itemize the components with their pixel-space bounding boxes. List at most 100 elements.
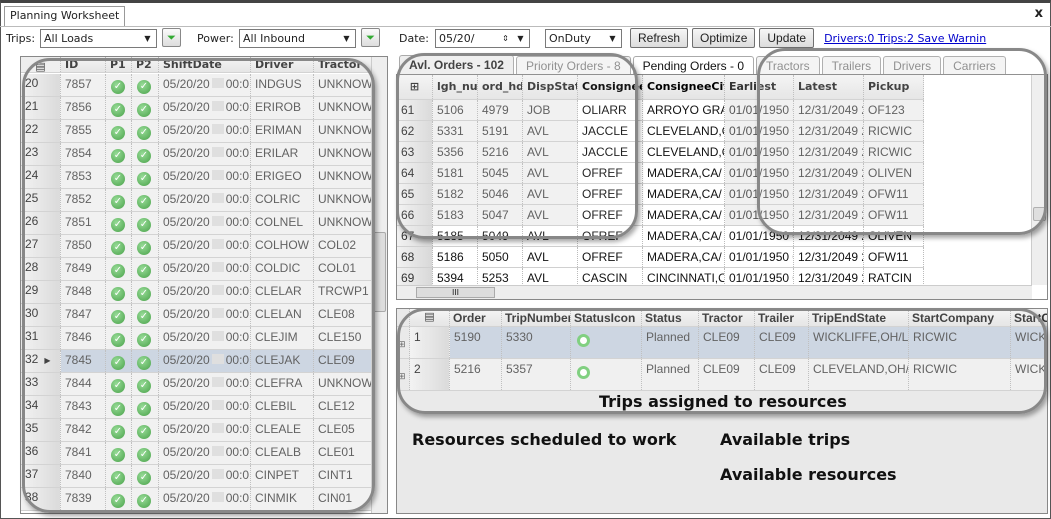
scrollbar-thumb[interactable] (1033, 207, 1046, 221)
chevron-down-icon[interactable]: ▼ (517, 34, 524, 43)
column-header-p2[interactable]: P2 (132, 57, 159, 72)
column-header-lgh_num[interactable]: lgh_num (433, 75, 478, 99)
redacted (211, 78, 224, 88)
tab-pending[interactable]: Pending Orders - 0 (632, 56, 755, 75)
assigned-cell-tripnumber: 5330 (502, 327, 571, 358)
table-row[interactable]: 24 7853 ✓ ✓ 05/20/20 00:0ERIGEOUNKNOWN (21, 166, 374, 189)
table-row[interactable]: 37 7840 ✓ ✓ 05/20/20 00:0 CINPET CINT1 (21, 465, 374, 488)
tab-trailers[interactable]: Trailers (821, 56, 882, 75)
tab-avl[interactable]: Avl. Orders - 102 (399, 55, 514, 75)
id-cell: 7841 (61, 442, 106, 464)
chevron-down-icon: ▼ (343, 34, 350, 43)
tab-priority[interactable]: Priority Orders - 8 (515, 56, 631, 75)
table-row[interactable]: 25 7852 ✓ ✓ 05/20/20 00:0COLRICUNKNOWN (21, 189, 374, 212)
table-row[interactable]: 31 7846 ✓ ✓ 05/20/20 00:0 CLEJIM CLE150 (21, 327, 374, 350)
column-header-dispstatu[interactable]: DispStatu (523, 75, 578, 99)
order-cell-lgh_num: 5356 (433, 142, 478, 162)
column-header-consigneeid[interactable]: ConsigneeId (578, 75, 643, 99)
table-row[interactable]: 30 7847 ✓ ✓ 05/20/20 00:0 CLELAN CLE08 (21, 304, 374, 327)
table-row[interactable]: 32 ▶ 7845 ✓ ✓ 05/20/20 00:0 CLEJAK CLE09 (21, 350, 374, 373)
table-row[interactable]: 35 7842 ✓ ✓ 05/20/20 00:0 CLEALE CLE05 (21, 419, 374, 442)
table-row[interactable]: 38 7839 ✓ ✓ 05/20/20 00:0 CINMIK CIN01 (21, 488, 374, 511)
check-icon: ✓ (111, 241, 125, 255)
assigned-cell-startc: WICKL (1011, 359, 1047, 390)
tab-carriers[interactable]: Carriers (943, 56, 1006, 75)
column-header-p1[interactable]: P1 (106, 57, 132, 72)
expand-icon[interactable]: ⊞ (397, 359, 410, 390)
column-header-tractor[interactable]: Tractor (699, 309, 755, 326)
redacted (211, 423, 224, 433)
scrollbar-thumb[interactable] (373, 232, 386, 312)
table-row[interactable]: 28 7849 ✓ ✓ 05/20/20 00:0 COLDIC COL01 (21, 258, 374, 281)
spinner-icon[interactable]: ⇕ (502, 34, 509, 43)
column-header-startc[interactable]: StartC (1011, 309, 1047, 326)
column-header-earliest[interactable]: Earliest (725, 75, 794, 99)
table-row[interactable]: 21 7856 ✓ ✓ 05/20/20 00:0ERIROBUNKNOWN (21, 97, 374, 120)
table-row[interactable]: ⊞ 1 5190 5330 Planned CLE09 CLE09 WICKLIFFE,OH/… (397, 327, 1047, 359)
assigned-cell-status: Planned (642, 359, 699, 390)
power-filter-button[interactable]: ⏷ (361, 28, 380, 47)
column-header-ord_hdr[interactable]: ord_hdr (478, 75, 523, 99)
update-button[interactable]: Update (759, 28, 815, 48)
column-header-tractor[interactable]: Tractor (314, 57, 374, 72)
column-header-shiftdate[interactable]: ShiftDate (159, 57, 251, 72)
column-header-status[interactable]: Status (642, 309, 699, 326)
row-number-cell: 26 (21, 212, 61, 234)
table-row[interactable]: 20 7857 ✓ ✓ 05/20/20 00:0INDGUSUNKNOWN (21, 74, 374, 97)
column-header-startcompany[interactable]: StartCompany (909, 309, 1011, 326)
table-row[interactable]: 23 7854 ✓ ✓ 05/20/20 00:0ERILARUNKNOWN (21, 143, 374, 166)
power-select[interactable]: All Inbound ▼ (239, 29, 356, 48)
duty-status-select[interactable]: OnDuty ▼ (545, 29, 622, 48)
refresh-button[interactable]: Refresh (630, 28, 689, 48)
table-row[interactable]: 29 7848 ✓ ✓ 05/20/20 00:0 CLELAR TRCWP1 (21, 281, 374, 304)
row-number: 30 (25, 306, 39, 320)
scrollbar-thumb[interactable]: III (416, 287, 495, 298)
column-header-order[interactable]: Order (450, 309, 502, 326)
column-header-consigneecity[interactable]: ConsigneeCity (643, 75, 725, 99)
resources-scrollbar[interactable] (371, 57, 387, 513)
orders-hscrollbar[interactable]: III (397, 285, 1032, 299)
table-row[interactable]: 6353565216AVLJACCLECLEVELAND,OH/01/01/19… (397, 142, 924, 163)
column-header-id[interactable]: ID (61, 57, 106, 72)
optimize-button[interactable]: Optimize (692, 28, 756, 48)
table-row[interactable]: 22 7855 ✓ ✓ 05/20/20 00:0ERIMANUNKNOWN (21, 120, 374, 143)
table-row[interactable]: 33 7844 ✓ ✓ 05/20/20 00:0CLEFRAUNKNOWN (21, 373, 374, 396)
tab-drivers[interactable]: Drivers (883, 56, 942, 75)
column-header-tripnumber[interactable]: TripNumber (502, 309, 571, 326)
table-row[interactable]: 26 7851 ✓ ✓ 05/20/20 00:0COLNELUNKNOWN (21, 212, 374, 235)
redacted (211, 285, 224, 295)
column-header-latest[interactable]: Latest (794, 75, 864, 99)
order-cell-pickup: OFW11 (864, 205, 924, 225)
table-row[interactable]: 6953945253AVLCASCINCINCINNATI,OH/01/01/1… (397, 268, 924, 289)
column-header-driver[interactable]: Driver (251, 57, 314, 72)
power-label: Power: (197, 32, 234, 45)
table-row[interactable]: ⊞ 2 5216 5357 Planned CLE09 CLE09 CLEVELAND,OH/… (397, 359, 1047, 391)
trips-select[interactable]: All Loads ▼ (40, 29, 157, 48)
date-field[interactable]: 05/20/ ⇕ ▼ (435, 29, 530, 48)
close-icon[interactable]: x (1034, 6, 1043, 21)
warning-link[interactable]: Drivers:0 Trips:2 Save Warnin (824, 31, 987, 45)
column-header-tripendstate[interactable]: TripEndState (809, 309, 909, 326)
order-cell-dispstatu: AVL (523, 268, 578, 288)
column-header-statusicon[interactable]: StatusIcon (571, 309, 642, 326)
table-row[interactable]: 36 7841 ✓ ✓ 05/20/20 00:0 CLEALB CLE01 (21, 442, 374, 465)
column-header-trailer[interactable]: Trailer (755, 309, 809, 326)
orders-vscrollbar[interactable] (1031, 75, 1047, 285)
p2-cell: ✓ (132, 465, 159, 487)
trips-filter-button[interactable]: ⏷ (162, 28, 181, 47)
table-row[interactable]: 27 7850 ✓ ✓ 05/20/20 00:0 COLHOW COL02 (21, 235, 374, 258)
table-row[interactable]: 34 7843 ✓ ✓ 05/20/20 00:0 CLEBIL CLE12 (21, 396, 374, 419)
tab-planning-worksheet[interactable]: Planning Worksheet (4, 6, 126, 26)
expand-icon[interactable]: ⊞ (397, 327, 410, 358)
table-row[interactable]: 6253315191AVLJACCLECLEVELAND,OH/01/01/19… (397, 121, 924, 142)
tab-tractors[interactable]: Tractors (756, 56, 820, 75)
date-label: Date: (399, 32, 429, 45)
tractor-cell: UNKNOWN (314, 97, 374, 119)
column-header-pickup[interactable]: Pickup (864, 75, 924, 99)
